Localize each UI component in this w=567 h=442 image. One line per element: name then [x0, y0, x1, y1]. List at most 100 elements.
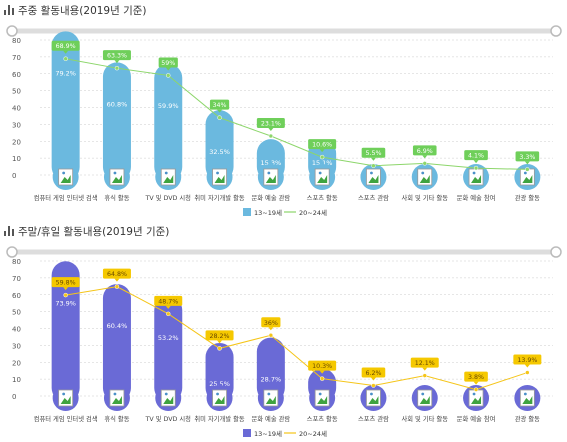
- x-category-label: 스포츠 관람: [358, 193, 389, 202]
- y-tick-label: 60: [12, 71, 21, 79]
- weekend-activity-chart: 주말/휴일 활동내용(2019년 기준) 0 10 20 30 40 50 60 70 80 73…: [0, 221, 567, 442]
- data-label: 34%: [213, 102, 227, 109]
- data-label: 12.1%: [415, 360, 435, 367]
- series-line: [65, 58, 528, 170]
- broken-image-icon: [257, 164, 284, 190]
- series-point: [166, 73, 171, 78]
- data-label-box: [51, 40, 80, 51]
- data-label: 5.5%: [365, 150, 381, 157]
- x-category-label: 휴식 활동: [104, 193, 129, 202]
- broken-image-icon: [309, 385, 336, 411]
- data-label-box: [102, 268, 131, 279]
- broken-image-icon: [155, 164, 182, 190]
- y-tick-label: 50: [12, 88, 21, 96]
- y-tick-label: 40: [12, 326, 21, 334]
- data-label-box: [308, 139, 337, 150]
- x-category-label: 취미 자기개발 활동: [194, 414, 245, 423]
- y-tick-label: 0: [12, 172, 16, 180]
- broken-image-icon: [309, 164, 336, 190]
- broken-image-icon: [411, 164, 438, 190]
- weekday-chart-plot: 0 10 20 30 40 50 60 70 80 79.2% 60.8% 59.9% 32.5% 15.…: [6, 25, 562, 217]
- series-point: [422, 161, 427, 166]
- series-point: [473, 387, 479, 392]
- bar-value-label: 79.2%: [55, 69, 76, 77]
- series-point: [63, 56, 68, 61]
- x-category-label: 문화 예술 관람: [251, 414, 290, 423]
- series-point: [268, 333, 274, 338]
- broken-image-icon: [206, 164, 233, 190]
- x-category-label: 스포츠 활동: [307, 414, 338, 423]
- broken-image-icon: [155, 385, 182, 411]
- x-category-label: 스포츠 관람: [358, 414, 389, 423]
- x-category-label: 휴식 활동: [104, 414, 129, 423]
- x-category-label: 사회 및 기타 활동: [401, 414, 448, 423]
- x-category-label: 문화 예술 참여: [457, 414, 496, 423]
- broken-image-icon: [463, 385, 490, 411]
- bar: [154, 296, 183, 402]
- x-category-label: 문화 예술 참여: [457, 193, 496, 202]
- series-point: [525, 167, 530, 172]
- data-label-box: [361, 367, 386, 378]
- y-tick-label: 80: [12, 37, 21, 45]
- weekday-activity-chart: 주중 활동내용(2019년 기준) 0 10 20 30 40 50 60 70 80 79.2%…: [4, 3, 562, 217]
- y-tick-label: 20: [12, 138, 21, 146]
- data-label: 59%: [161, 60, 175, 67]
- series-point: [371, 163, 376, 168]
- data-label: 68.9%: [56, 43, 76, 50]
- range-slider-handle-left[interactable]: [6, 25, 18, 37]
- series-point: [473, 165, 479, 171]
- legend-label[interactable]: 20~24세: [299, 429, 327, 438]
- data-label-box: [205, 330, 234, 341]
- broken-image-icon: [514, 164, 541, 190]
- series-point: [217, 346, 222, 351]
- data-label: 3.3%: [519, 154, 535, 161]
- data-label-box: [154, 295, 183, 306]
- series-point: [114, 65, 120, 71]
- x-category-label: 관광 활동: [515, 193, 540, 202]
- data-label-box: [513, 354, 542, 365]
- data-label: 28.2%: [210, 333, 230, 340]
- y-tick-label: 70: [12, 275, 21, 283]
- series-point: [319, 376, 325, 381]
- legend-swatch-13-19[interactable]: [243, 429, 251, 437]
- bar: [51, 31, 80, 181]
- broken-image-icon: [360, 164, 387, 190]
- y-tick-label: 30: [12, 121, 21, 129]
- series-point: [217, 115, 222, 120]
- data-label: 10.3%: [312, 363, 332, 370]
- data-label-box: [464, 371, 488, 382]
- series-point: [319, 154, 325, 160]
- series-point: [525, 370, 530, 375]
- y-tick-label: 50: [12, 309, 21, 317]
- series-line: [65, 286, 528, 391]
- legend-label[interactable]: 20~24세: [299, 208, 327, 217]
- chart-title: 주중 활동내용(2019년 기준): [4, 3, 147, 18]
- data-label: 6.9%: [417, 148, 433, 155]
- y-tick-label: 10: [12, 155, 21, 163]
- data-label: 48.7%: [158, 298, 178, 305]
- legend-label[interactable]: 13~19세: [254, 429, 282, 438]
- bar: [154, 63, 183, 182]
- data-label-box: [308, 360, 337, 371]
- data-label: 63.3%: [107, 53, 127, 60]
- data-label-box: [261, 317, 281, 328]
- data-label-box: [51, 277, 80, 288]
- broken-image-icon: [52, 164, 79, 190]
- range-slider-handle-right[interactable]: [550, 25, 562, 37]
- data-label-box: [412, 145, 437, 156]
- data-label-box: [158, 57, 178, 68]
- broken-image-icon: [52, 385, 79, 411]
- series-point: [114, 284, 120, 289]
- bar: [102, 284, 131, 402]
- legend-swatch-13-19[interactable]: [243, 208, 251, 216]
- data-label-box: [102, 50, 131, 61]
- broken-image-icon: [103, 164, 130, 190]
- y-tick-label: 20: [12, 359, 21, 367]
- weekend-chart-plot: 0 10 20 30 40 50 60 70 80 73.9% 60.4% 53.2% 25.5% 28.…: [6, 246, 562, 438]
- range-slider-handle-left[interactable]: [6, 246, 18, 258]
- range-slider-handle-right[interactable]: [550, 246, 562, 258]
- y-tick-label: 40: [12, 105, 21, 113]
- legend-label[interactable]: 13~19세: [254, 208, 282, 217]
- bar-chart-icon: [4, 226, 14, 236]
- y-tick-label: 80: [12, 258, 21, 266]
